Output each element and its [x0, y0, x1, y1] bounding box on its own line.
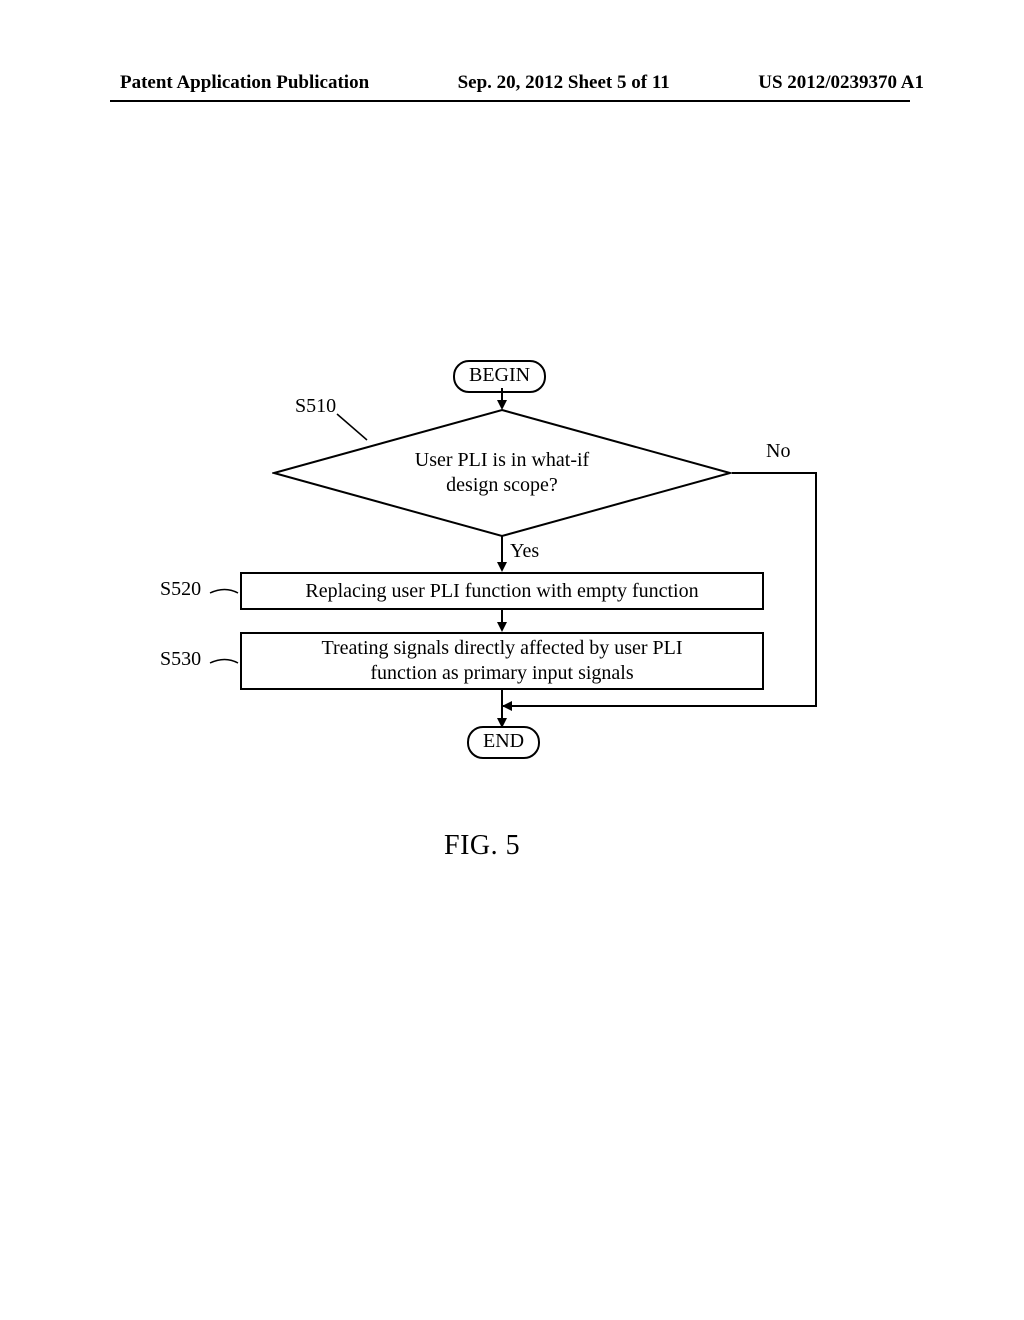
flowchart: BEGIN User PLI is in what-if design scop…: [160, 360, 860, 780]
header-right: US 2012/0239370 A1: [758, 72, 924, 94]
figure-caption: FIG. 5: [444, 830, 520, 862]
arrow-merge-and-no-return: [160, 360, 860, 760]
header-rule: [110, 100, 910, 102]
terminal-end: END: [467, 726, 540, 759]
header-center: Sep. 20, 2012 Sheet 5 of 11: [458, 72, 670, 94]
page: Patent Application Publication Sep. 20, …: [0, 0, 1024, 1320]
header-left: Patent Application Publication: [120, 72, 369, 94]
page-header: Patent Application Publication Sep. 20, …: [0, 72, 1024, 100]
